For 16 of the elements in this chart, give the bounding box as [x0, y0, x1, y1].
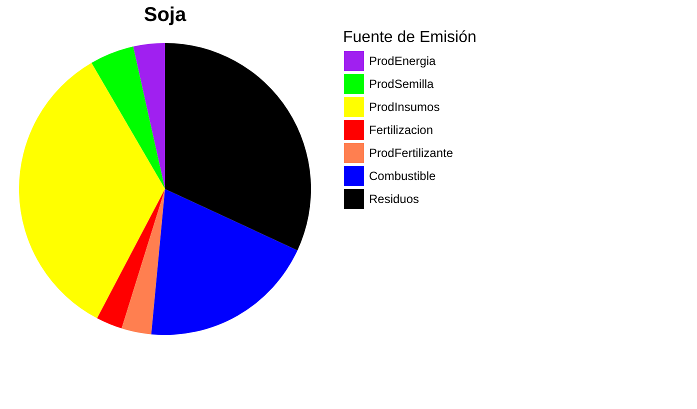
pie-slice	[151, 189, 298, 335]
legend-label: Fertilizacion	[369, 123, 434, 137]
pie-slice	[165, 43, 311, 250]
pie-slice	[91, 46, 165, 189]
pie-slice	[19, 62, 165, 318]
chart-title: Soja	[144, 4, 187, 26]
pie-slice	[97, 189, 165, 328]
legend-label: Residuos	[369, 192, 420, 206]
legend-label: ProdInsumos	[369, 100, 440, 114]
legend-title: Fuente de Emisión	[343, 29, 476, 46]
pie-slice	[133, 43, 165, 189]
legend-label: ProdEnergia	[369, 54, 436, 68]
legend-label: ProdSemilla	[369, 77, 434, 91]
legend-label: Combustible	[369, 169, 436, 183]
legend-label: ProdFertilizante	[369, 146, 454, 160]
pie-slice	[122, 189, 165, 334]
